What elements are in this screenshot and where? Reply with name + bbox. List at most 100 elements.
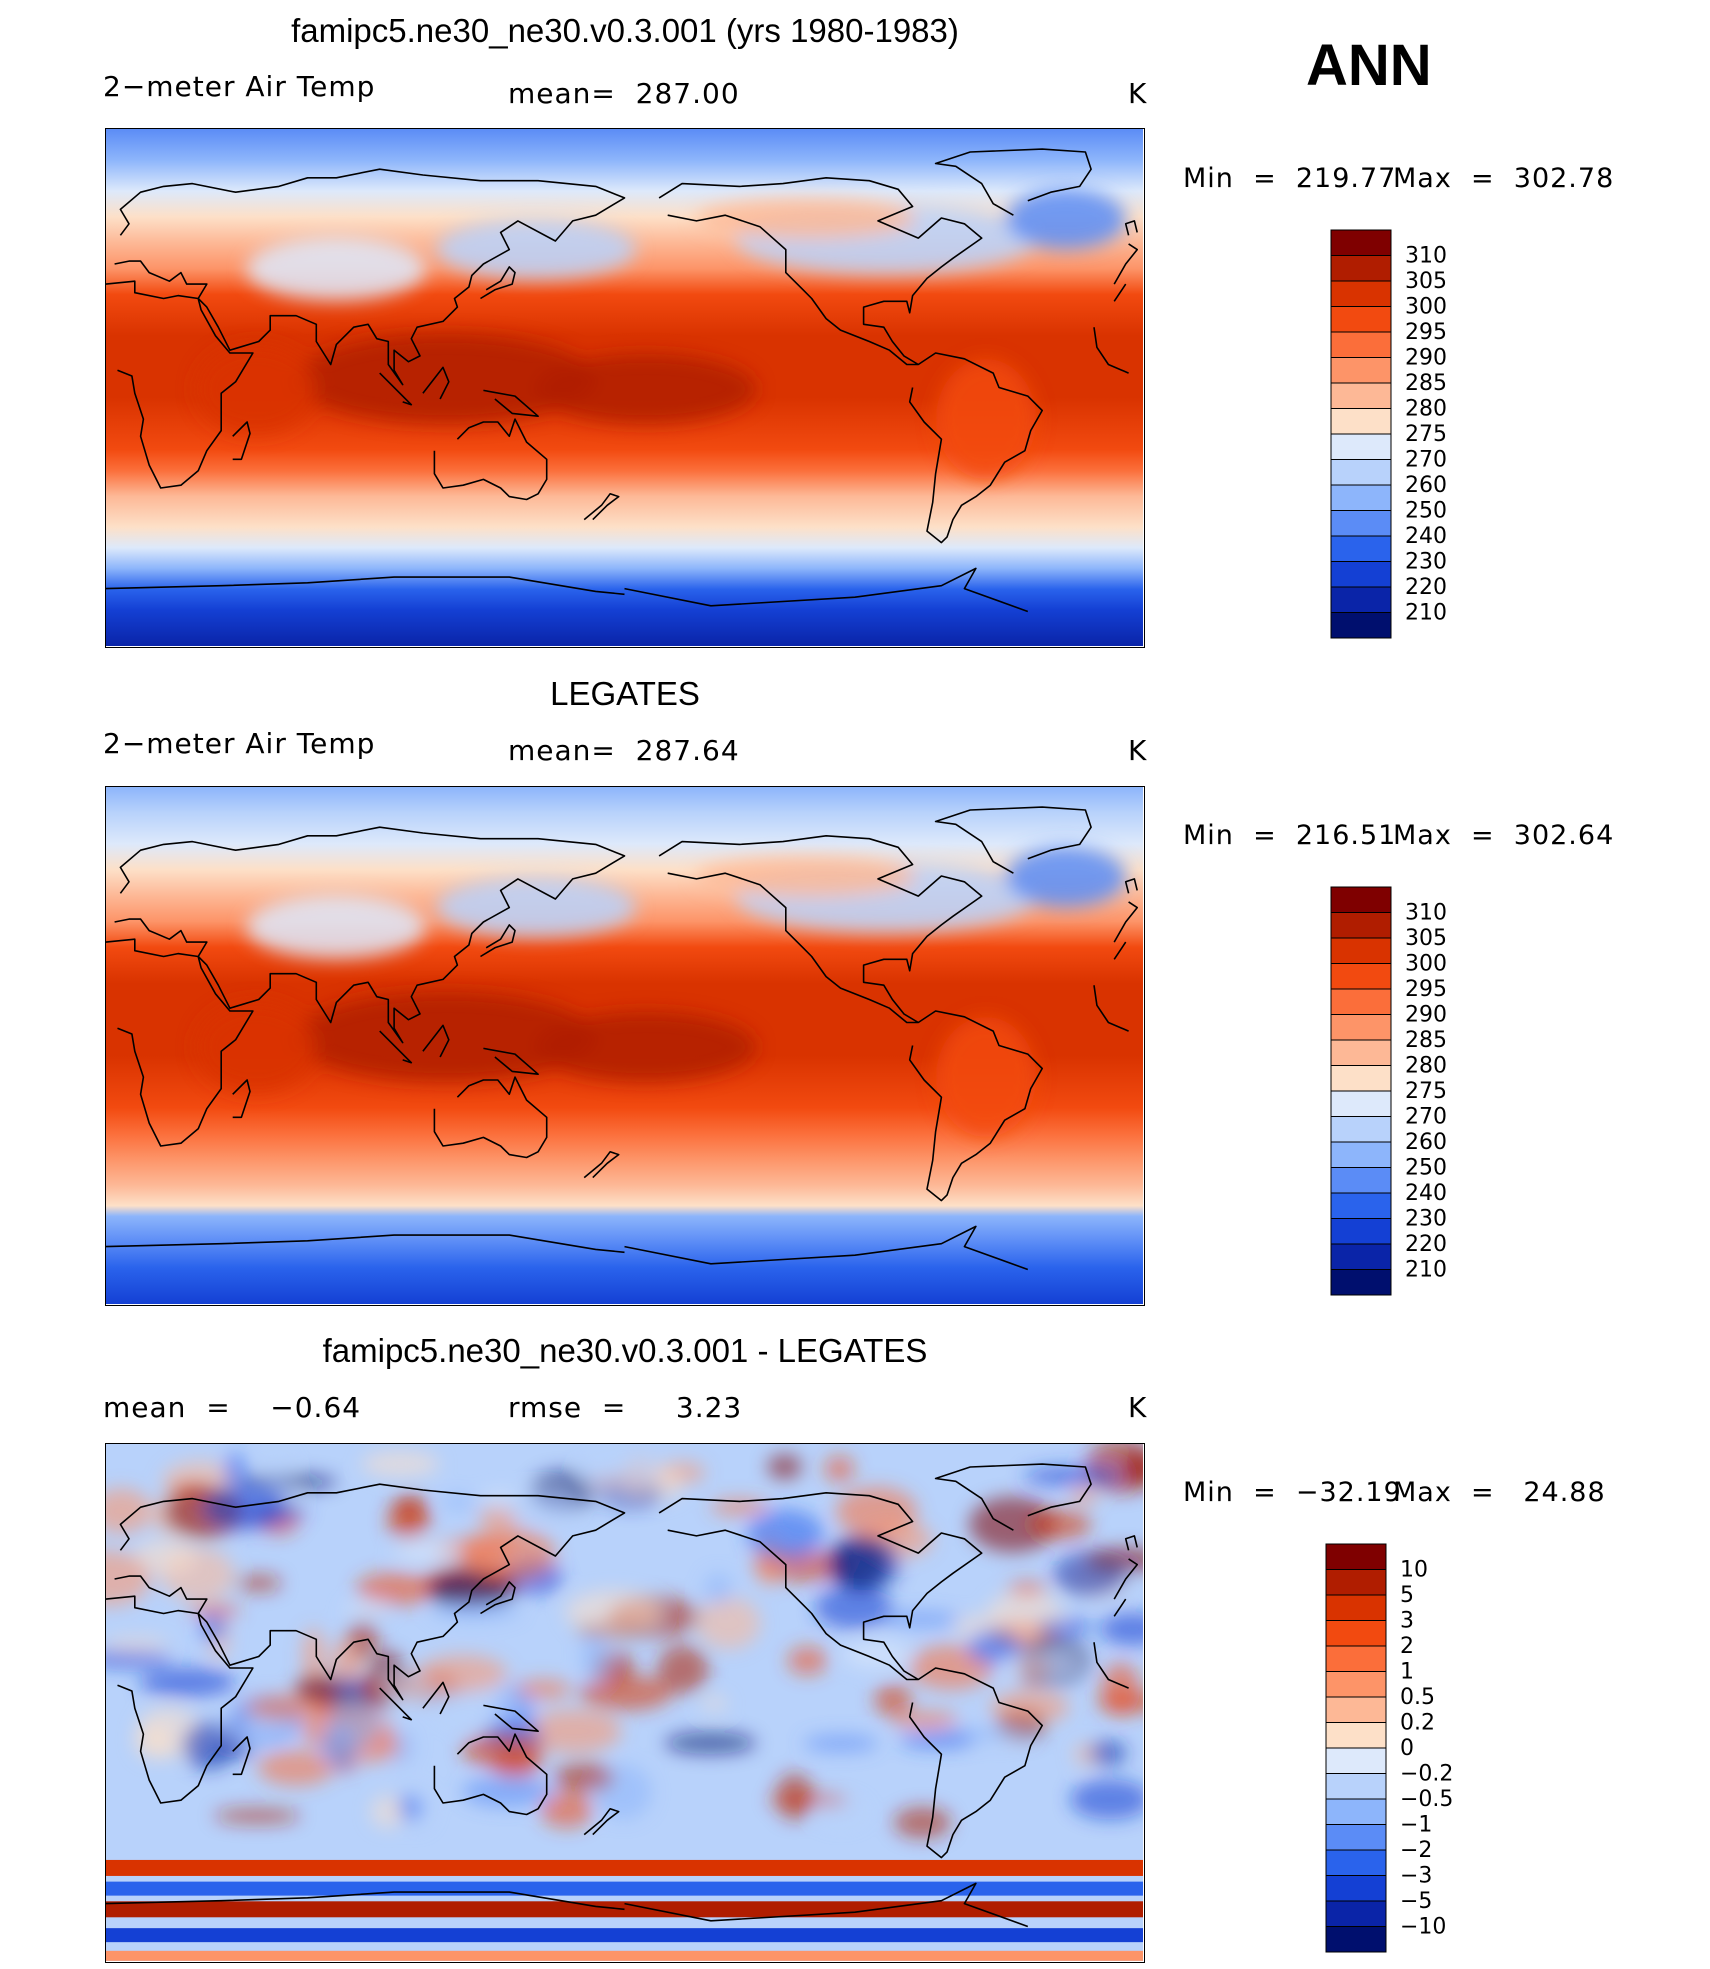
coastline	[658, 835, 983, 1024]
colorbar-tick-label: 210	[1405, 601, 1447, 626]
coastline	[480, 924, 516, 958]
panel-1-units-label: K	[1128, 77, 1148, 110]
panel-3-colorbar: 10 5 3 2 1 0.5 0.2 0 −0.2 −0.5 −1 −2 −3 −5 −10	[1325, 1543, 1475, 1955]
panel-3-rmse-label: rmse = 3.23	[508, 1391, 743, 1424]
panel-2-map	[105, 786, 1145, 1306]
colorbar-tick-label: 305	[1405, 269, 1447, 294]
colorbar-tick-label: 290	[1405, 1003, 1447, 1028]
colorbar-tick-label: 305	[1405, 926, 1447, 951]
coastline	[433, 418, 548, 501]
colorbar-swatch	[1325, 1773, 1387, 1800]
colorbar-tick-label: −10	[1400, 1915, 1446, 1940]
colorbar-tick-label: 0.2	[1400, 1711, 1435, 1736]
colorbar-tick-label: 260	[1405, 1130, 1447, 1155]
coastline	[583, 1151, 620, 1179]
colorbar-swatch	[1330, 912, 1392, 939]
colorbar-tick-label: 0	[1400, 1736, 1414, 1761]
panel-3-mean-label: mean = −0.64	[103, 1391, 362, 1424]
colorbar-swatch	[1325, 1543, 1387, 1570]
panel-2-variable-label: 2−meter Air Temp	[103, 727, 376, 760]
coastline	[232, 1736, 251, 1776]
colorbar-tick-label: −1	[1400, 1813, 1432, 1838]
colorbar-swatch	[1325, 1798, 1387, 1825]
coastline	[106, 1595, 1129, 1804]
coastline	[658, 1492, 983, 1681]
colorbar-tick-label: 3	[1400, 1609, 1414, 1634]
colorbar-tick-label: −3	[1400, 1864, 1432, 1889]
coastline	[1124, 1535, 1138, 1551]
colorbar-tick-label: 280	[1405, 1054, 1447, 1079]
colorbar-swatch	[1330, 1269, 1392, 1296]
colorbar-tick-label: 5	[1400, 1583, 1414, 1608]
colorbar-tick-label: 290	[1405, 346, 1447, 371]
colorbar-tick-label: 310	[1405, 901, 1447, 926]
coastline	[583, 493, 620, 521]
coastline	[1124, 220, 1138, 236]
coastline	[106, 1225, 1029, 1271]
coastline	[114, 168, 1138, 386]
panel-2-colorbar: 310 305 300 295 290 285 280 275 270 260 250 240 230 2…	[1330, 886, 1480, 1298]
panel-2-min-label: Min = 216.51	[1183, 820, 1397, 851]
colorbar-tick-label: 230	[1405, 1207, 1447, 1232]
coastline	[1124, 878, 1138, 894]
colorbar-tick-label: 260	[1405, 473, 1447, 498]
coastline	[433, 1733, 548, 1816]
panel-2-mean-label: mean= 287.64	[508, 734, 740, 767]
panel-1-min-label: Min = 219.77	[1183, 163, 1397, 194]
coastline	[106, 567, 1029, 613]
colorbar-swatch	[1330, 1141, 1392, 1168]
coastline	[232, 421, 251, 461]
panel-2-units-label: K	[1128, 734, 1148, 767]
colorbar-swatch	[1330, 1116, 1392, 1143]
colorbar-swatch	[1325, 1722, 1387, 1749]
colorbar-tick-label: −0.5	[1400, 1787, 1453, 1812]
colorbar-tick-label: 280	[1405, 397, 1447, 422]
colorbar-swatch	[1325, 1849, 1387, 1876]
colorbar-swatch	[1330, 1192, 1392, 1219]
colorbar-tick-label: −2	[1400, 1838, 1432, 1863]
coastline	[934, 148, 1092, 216]
panel-3-map	[105, 1443, 1145, 1963]
colorbar-tick-label: 1	[1400, 1660, 1414, 1685]
colorbar-swatch	[1325, 1569, 1387, 1596]
coastline	[934, 806, 1092, 874]
colorbar-swatch	[1330, 382, 1392, 409]
colorbar-swatch	[1325, 1926, 1387, 1953]
coastline	[422, 366, 450, 400]
colorbar-tick-label: 10	[1400, 1558, 1428, 1583]
colorbar-tick-label: 275	[1405, 422, 1447, 447]
colorbar-swatch	[1330, 1167, 1392, 1194]
coastline	[114, 1483, 1138, 1701]
coastline	[934, 1463, 1092, 1531]
colorbar-swatch	[1325, 1671, 1387, 1698]
colorbar-tick-label: 295	[1405, 977, 1447, 1002]
colorbar-swatch	[1325, 1824, 1387, 1851]
panel-1-title: famipc5.ne30_ne30.v0.3.001 (yrs 1980-198…	[291, 12, 959, 49]
coastline	[106, 938, 1129, 1147]
coastline	[433, 1076, 548, 1159]
colorbar-swatch	[1330, 1218, 1392, 1245]
panel-2-title: LEGATES	[550, 675, 700, 712]
colorbar-swatch	[1330, 886, 1392, 913]
colorbar-swatch	[1330, 1090, 1392, 1117]
panel-1-max-label: Max = 302.78	[1393, 163, 1615, 194]
colorbar-tick-label: 220	[1405, 575, 1447, 600]
panel-1-variable-label: 2−meter Air Temp	[103, 70, 376, 103]
colorbar-swatch	[1330, 510, 1392, 537]
colorbar-tick-label: −5	[1400, 1889, 1432, 1914]
coastline	[106, 1882, 1029, 1928]
colorbar-swatch	[1330, 433, 1392, 460]
colorbar-swatch	[1325, 1620, 1387, 1647]
coastline	[114, 826, 1138, 1044]
colorbar-swatch	[1325, 1594, 1387, 1621]
coastline	[908, 1010, 1043, 1202]
colorbar-tick-label: 240	[1405, 524, 1447, 549]
colorbar-swatch	[1330, 612, 1392, 639]
coastline	[422, 1024, 450, 1058]
coastline	[483, 1047, 539, 1075]
coastline	[658, 177, 983, 366]
coastline	[379, 372, 413, 406]
colorbar-tick-label: 295	[1405, 320, 1447, 345]
panel-2-max-label: Max = 302.64	[1393, 820, 1615, 851]
colorbar-swatch	[1330, 280, 1392, 307]
